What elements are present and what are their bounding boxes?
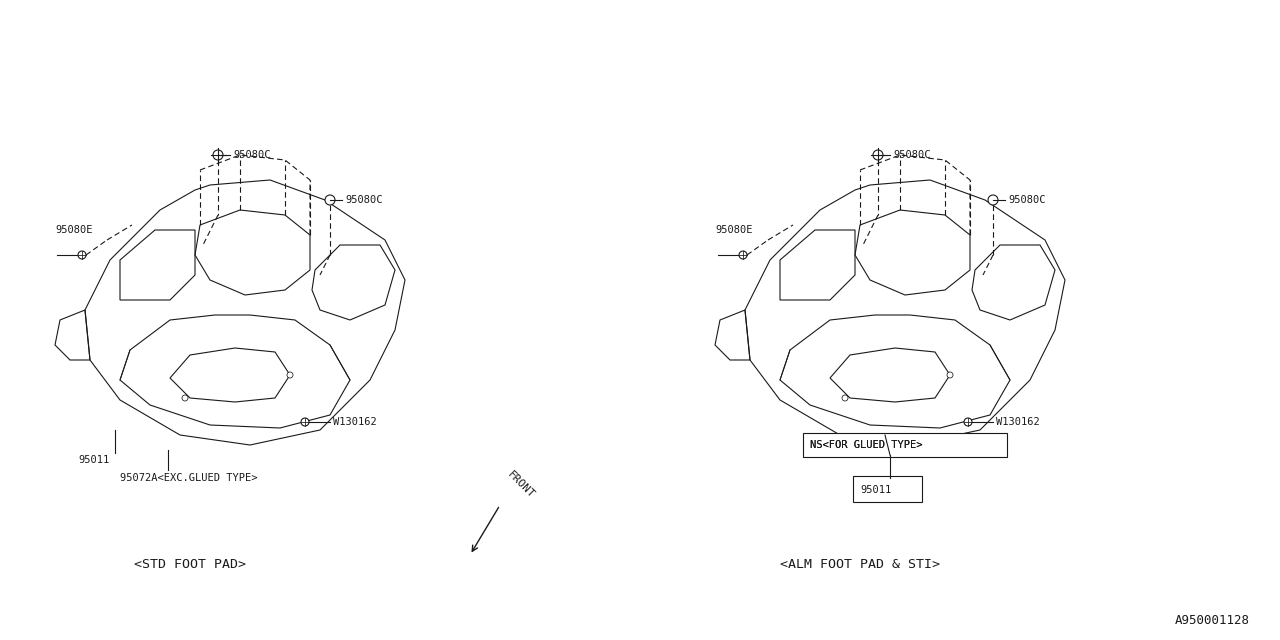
FancyBboxPatch shape bbox=[852, 476, 922, 502]
Text: 95072A<EXC.GLUED TYPE>: 95072A<EXC.GLUED TYPE> bbox=[120, 473, 257, 483]
Circle shape bbox=[739, 251, 748, 259]
Text: 95080E: 95080E bbox=[55, 225, 92, 235]
Text: NS<FOR GLUED TYPE>: NS<FOR GLUED TYPE> bbox=[810, 440, 923, 450]
Text: 95080C: 95080C bbox=[893, 150, 931, 160]
Text: A950001128: A950001128 bbox=[1175, 614, 1251, 627]
Text: 95080E: 95080E bbox=[716, 225, 753, 235]
Text: 95011: 95011 bbox=[78, 455, 109, 465]
Circle shape bbox=[78, 251, 86, 259]
Circle shape bbox=[947, 372, 954, 378]
Circle shape bbox=[964, 418, 972, 426]
Circle shape bbox=[325, 195, 335, 205]
Circle shape bbox=[182, 395, 188, 401]
Text: W130162: W130162 bbox=[996, 417, 1039, 427]
Text: 95011: 95011 bbox=[860, 485, 891, 495]
Text: <STD FOOT PAD>: <STD FOOT PAD> bbox=[134, 559, 246, 572]
Circle shape bbox=[988, 195, 998, 205]
Circle shape bbox=[287, 372, 293, 378]
Text: FRONT: FRONT bbox=[506, 469, 536, 500]
Circle shape bbox=[301, 418, 308, 426]
Text: 95080C: 95080C bbox=[346, 195, 383, 205]
FancyBboxPatch shape bbox=[803, 433, 1007, 457]
Text: NS<FOR GLUED TYPE>: NS<FOR GLUED TYPE> bbox=[810, 440, 923, 450]
Circle shape bbox=[842, 395, 849, 401]
Text: 95080C: 95080C bbox=[233, 150, 270, 160]
Text: 95080C: 95080C bbox=[1009, 195, 1046, 205]
Text: <ALM FOOT PAD & STI>: <ALM FOOT PAD & STI> bbox=[780, 559, 940, 572]
Text: W130162: W130162 bbox=[333, 417, 376, 427]
